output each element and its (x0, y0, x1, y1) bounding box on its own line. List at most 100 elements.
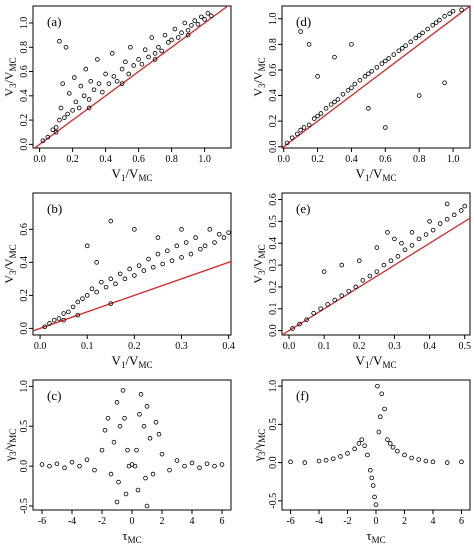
data-point (54, 461, 60, 467)
data-point (67, 91, 72, 96)
data-point (76, 105, 82, 111)
data-point (362, 443, 367, 449)
panel-e: 0.0 0.1 0.2 0.3 0.4 0.5 0.0 0.1 0.2 0.3 0.4 0.5 0.6 (… (251, 192, 471, 370)
data-point (338, 454, 343, 459)
data-point (368, 467, 373, 473)
data-point (65, 111, 70, 117)
panel-c: -6 -4 -2 0 2 4 6 -0.5 0.0 0.5 1.0 (c) τMC γ3/γMC (2, 379, 232, 545)
panel-f: -6 -4 -2 0 2 4 6 -0.5 0.0 0.5 1.0 (f) τMC γ3/γMC (251, 379, 471, 545)
x-tick-label: 0.1 (81, 341, 94, 352)
data-point (416, 236, 422, 242)
x-tick-label: -6 (286, 516, 294, 527)
data-point (153, 419, 159, 425)
data-point (374, 269, 380, 274)
data-point (437, 221, 443, 226)
data-point (138, 392, 144, 397)
data-point (96, 81, 102, 86)
data-point (117, 423, 123, 429)
plot-frame (281, 192, 471, 336)
x-tick-label: 0.6 (132, 154, 145, 165)
data-point (159, 451, 165, 457)
data-point (395, 448, 400, 454)
data-point (444, 216, 450, 222)
data-point (182, 463, 187, 469)
data-point (136, 57, 141, 62)
data-point (399, 240, 404, 246)
data-point (169, 37, 174, 43)
data-point (136, 263, 142, 268)
x-tick-label: 0.1 (318, 341, 331, 352)
data-point (117, 271, 123, 277)
data-point (134, 447, 139, 453)
data-point (207, 227, 213, 232)
data-point (385, 437, 390, 442)
x-tick-label: -4 (315, 516, 323, 527)
y-tick-label: 0.2 (19, 114, 30, 127)
y-tick-label: 0.0 (19, 138, 30, 151)
y-tick-label: 0.0 (268, 456, 279, 469)
data-point (450, 8, 456, 14)
data-point (61, 317, 66, 323)
data-point (137, 411, 142, 417)
data-point (174, 243, 180, 249)
data-point (403, 43, 408, 48)
data-point (197, 465, 202, 471)
data-point (86, 97, 92, 102)
data-point (150, 265, 156, 270)
data-point (165, 248, 170, 254)
data-point (437, 17, 442, 23)
x-tick-label: 0.0 (33, 154, 46, 165)
data-point (321, 269, 327, 274)
data-point (132, 273, 137, 278)
data-point (45, 134, 51, 140)
panel-b: 0.0 0.1 0.2 0.3 0.4 0.0 0.2 0.4 0.6 (b) V1/VMC V3/V… (2, 192, 235, 370)
y-tick-label: 1.0 (268, 380, 279, 393)
data-point (126, 71, 131, 77)
data-point (88, 78, 94, 84)
points-layer (39, 388, 225, 509)
panel-label: (a) (47, 14, 61, 29)
data-point (78, 83, 84, 89)
data-point (132, 463, 138, 469)
data-point (212, 463, 217, 469)
y-tick-label: 0.1 (268, 303, 279, 316)
data-point (172, 26, 178, 32)
plot-frame (32, 379, 232, 511)
data-point (369, 68, 375, 74)
data-point (47, 463, 52, 469)
data-point (221, 235, 227, 240)
x-tick-label: 0.2 (311, 154, 324, 165)
x-tick-label: -6 (38, 516, 46, 527)
data-point (123, 59, 128, 65)
data-point (150, 471, 156, 477)
data-point (114, 499, 120, 505)
data-point (385, 230, 390, 235)
data-point (86, 105, 92, 111)
data-point (332, 99, 337, 105)
x-tick-label: 0.4 (345, 154, 358, 165)
data-point (202, 243, 208, 249)
data-point (294, 131, 300, 137)
y-tick-label: 0.2 (268, 281, 279, 294)
data-point (105, 415, 111, 421)
data-point (195, 21, 201, 27)
data-point (111, 74, 117, 79)
data-point (156, 44, 161, 50)
data-point (427, 219, 432, 224)
data-point (122, 276, 128, 282)
data-point (459, 459, 464, 465)
points-layer (284, 7, 464, 146)
y-tick-label: 0.3 (268, 259, 279, 272)
data-point (357, 77, 363, 83)
data-point (284, 140, 290, 146)
data-point (81, 93, 87, 99)
y-tick-label: 0.5 (19, 420, 30, 433)
data-point (193, 235, 198, 240)
data-point (92, 467, 97, 473)
data-point (179, 227, 184, 232)
data-point (179, 255, 184, 260)
data-point (226, 230, 231, 235)
points-layer (290, 201, 468, 331)
y-axis-label: V3/VMC (251, 57, 267, 96)
y-tick-label: 0.0 (268, 324, 279, 337)
